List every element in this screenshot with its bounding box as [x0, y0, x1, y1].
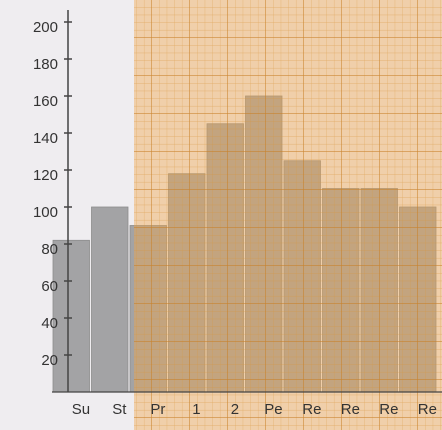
- y-tick-label: 200: [33, 19, 58, 36]
- y-tick-label: 120: [33, 167, 58, 184]
- overlay-coarse-grid: [134, 0, 442, 430]
- axis-labels: 20 40 60 80 100 120 140 160 180 200 Su St Pr 1 2 Pe Re Re…: [33, 19, 437, 418]
- x-tick-label: Re: [418, 401, 437, 418]
- y-tick-label: 160: [33, 93, 58, 110]
- x-tick-label: Pe: [264, 401, 282, 418]
- x-tick-label: 1: [192, 401, 200, 418]
- y-tick-label: 180: [33, 56, 58, 73]
- x-tick-label: St: [112, 401, 127, 418]
- x-tick-label: 2: [231, 401, 239, 418]
- y-tick-label: 60: [41, 278, 58, 295]
- y-tick-label: 20: [41, 352, 58, 369]
- bar: [52, 239, 90, 393]
- y-tick-label: 80: [41, 241, 58, 258]
- y-tick-label: 140: [33, 130, 58, 147]
- x-tick-label: Re: [341, 401, 360, 418]
- bar: [91, 206, 129, 393]
- x-tick-label: Su: [72, 401, 90, 418]
- x-tick-label: Re: [379, 401, 398, 418]
- y-tick-label: 40: [41, 315, 58, 332]
- graph-paper-overlay: [134, 0, 442, 430]
- x-tick-label: Re: [302, 401, 321, 418]
- y-tick-label: 100: [33, 204, 58, 221]
- x-tick-label: Pr: [150, 401, 165, 418]
